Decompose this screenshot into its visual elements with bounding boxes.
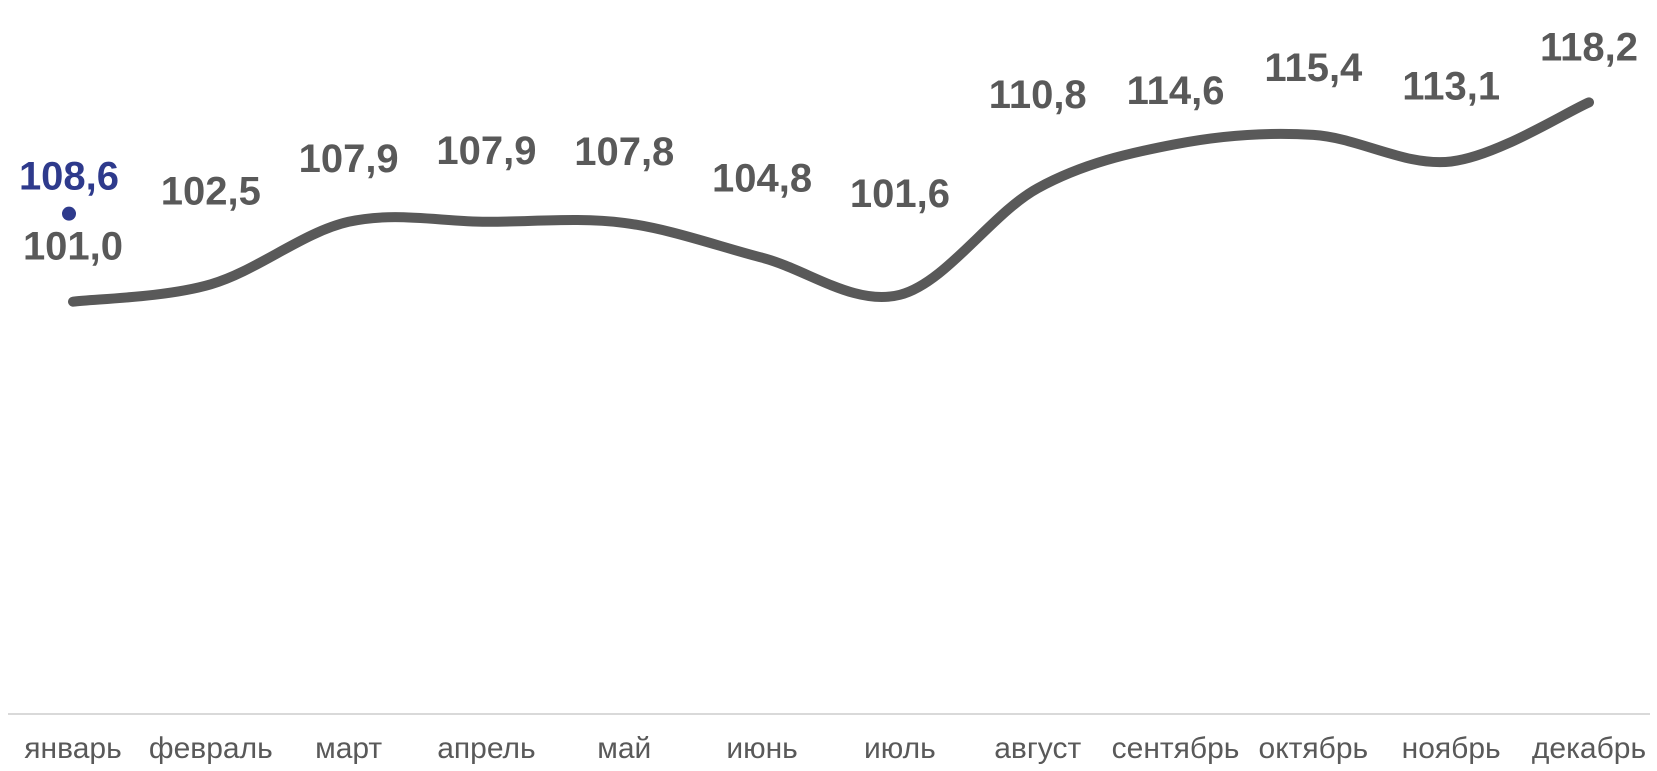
data-label: 115,4	[1264, 46, 1363, 90]
x-tick-label: март	[315, 732, 382, 765]
data-label: 104,8	[712, 157, 812, 201]
x-tick-label: январь	[24, 732, 121, 765]
series-line	[68, 97, 1594, 307]
x-tick-label: ноябрь	[1402, 732, 1501, 765]
x-tick-label: декабрь	[1532, 732, 1646, 765]
data-label: 113,1	[1402, 65, 1500, 109]
data-label: 101,6	[850, 172, 950, 216]
data-point	[62, 206, 76, 221]
data-label: 107,8	[574, 130, 674, 174]
data-label: 118,2	[1540, 25, 1638, 69]
x-tick-label: июль	[864, 732, 936, 765]
x-tick-label: июнь	[726, 732, 797, 765]
x-tick-label: май	[597, 732, 651, 765]
data-label: 114,6	[1127, 69, 1225, 113]
data-label: 110,8	[989, 73, 1087, 117]
data-label: 102,5	[161, 169, 261, 213]
x-tick-label: апрель	[437, 732, 535, 765]
data-label: 108,6	[19, 155, 119, 199]
x-tick-label: февраль	[149, 732, 273, 765]
data-label: 101,0	[23, 225, 123, 269]
data-label: 107,9	[299, 137, 399, 181]
x-tick-label: октябрь	[1259, 732, 1369, 765]
data-label: 107,9	[436, 129, 536, 173]
x-tick-label: август	[994, 732, 1081, 765]
x-tick-label: сентябрь	[1112, 732, 1240, 765]
